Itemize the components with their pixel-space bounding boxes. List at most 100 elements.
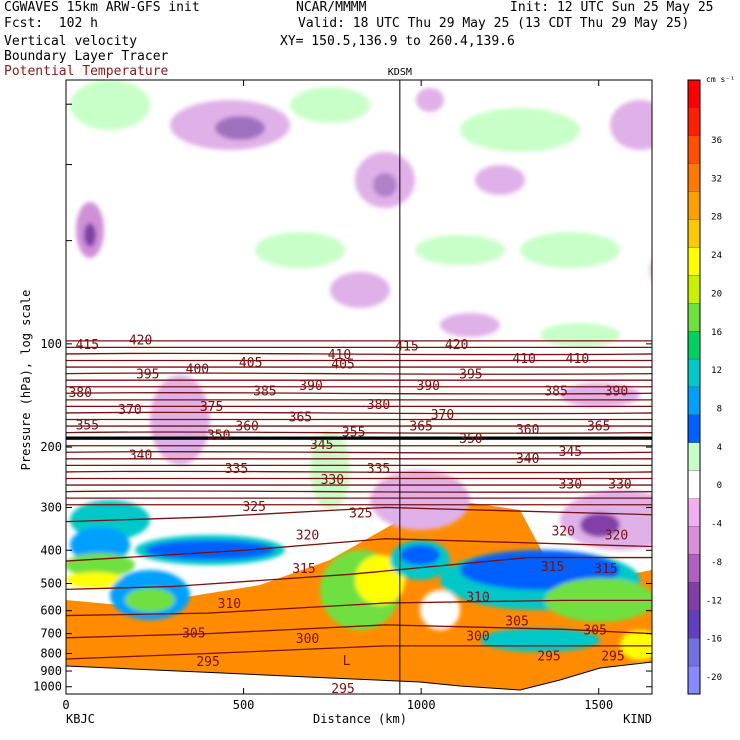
y-tick-label: 600 — [40, 604, 62, 618]
colorbar-level-label: 8 — [717, 405, 722, 415]
theta-label: 355 — [342, 425, 365, 440]
colorbar-level-label: 36 — [711, 136, 722, 146]
theta-label: 390 — [299, 379, 322, 394]
valid-time: Valid: 18 UTC Thu 29 May 25 (13 CDT Thu … — [298, 16, 690, 31]
isentrope — [66, 624, 652, 639]
theta-label: 395 — [136, 367, 159, 382]
x-tick-label: 1500 — [584, 698, 613, 712]
isentrope — [66, 484, 652, 487]
colorbar-level-label: 12 — [711, 366, 722, 376]
theta-label: 315 — [292, 562, 315, 577]
org-label: NCAR/MMMM — [296, 0, 367, 15]
colorbar-swatch — [687, 247, 701, 276]
colorbar-swatch — [687, 358, 701, 388]
isentrope — [66, 391, 652, 395]
colorbar-swatch — [687, 498, 701, 527]
theta-label: 420 — [445, 338, 468, 353]
theta-label: 330 — [321, 473, 344, 488]
colorbar-level-label: 28 — [711, 213, 722, 223]
colorbar-swatch — [687, 331, 701, 360]
field-potential-temperature: Potential Temperature — [4, 64, 169, 79]
field-boundary-layer-tracer: Boundary Layer Tracer — [4, 49, 169, 64]
theta-label: 375 — [200, 400, 223, 415]
forecast-hour: Fcst: 102 h — [4, 16, 98, 31]
theta-label: 320 — [551, 524, 574, 539]
theta-label: 370 — [431, 408, 454, 423]
colorbar-swatch — [687, 582, 701, 611]
theta-label: 415 — [76, 338, 99, 353]
theta-label: 365 — [289, 411, 312, 426]
theta-label: 360 — [516, 423, 539, 438]
theta-label: 405 — [239, 356, 262, 371]
terrain — [66, 661, 652, 694]
theta-label: 310 — [466, 590, 489, 605]
y-tick-label: 1000 — [33, 680, 62, 694]
theta-label: 310 — [218, 597, 241, 612]
theta-label: 380 — [68, 386, 91, 401]
theta-label: 320 — [605, 529, 628, 544]
isentrope — [66, 425, 652, 428]
x-tick-label: 1000 — [407, 698, 436, 712]
colorbar-level-label: 24 — [711, 251, 722, 261]
plot-frame — [65, 79, 653, 695]
colorbar-swatch — [687, 386, 701, 416]
isentrope — [66, 444, 652, 447]
theta-label: 400 — [186, 363, 209, 378]
theta-label: 330 — [559, 477, 582, 492]
theta-label: 305 — [182, 627, 205, 642]
colorbar-level-label: 20 — [711, 289, 722, 299]
theta-label: 420 — [129, 333, 152, 348]
x-left-endpoint: KBJC — [66, 712, 95, 726]
theta-label: 335 — [367, 462, 390, 477]
theta-label: 340 — [129, 448, 152, 463]
colorbar-swatch — [687, 526, 701, 555]
y-tick-label: 500 — [40, 577, 62, 591]
theta-label: 335 — [225, 462, 248, 477]
isentrope — [66, 599, 652, 617]
colorbar-level-label: -16 — [706, 635, 722, 645]
colorbar-swatch — [687, 219, 701, 248]
annotation-label: L — [343, 654, 351, 669]
theta-label: 410 — [328, 348, 351, 363]
colorbar-level-label: -20 — [706, 673, 722, 683]
x-right-endpoint: KIND — [623, 712, 652, 726]
y-axis: 100 200 300 400 500 600 700 800 900 1000 — [33, 103, 652, 694]
colorbar-swatch — [687, 638, 701, 667]
isentrope — [66, 431, 652, 434]
theta-label: 385 — [544, 385, 567, 400]
y-tick-label: 100 — [40, 337, 62, 351]
theta-label: 295 — [537, 649, 560, 664]
isentrope — [66, 464, 652, 467]
isentrope — [66, 352, 652, 356]
theta-label: 415 — [395, 339, 418, 354]
x-axis-label: Distance (km) — [313, 712, 407, 726]
colorbar-level-label: 4 — [717, 443, 722, 453]
theta-label: 330 — [608, 477, 631, 492]
isentrope — [66, 506, 652, 523]
station-marker-label: KDSM — [388, 67, 412, 78]
theta-label: 380 — [367, 398, 390, 413]
isentrope — [66, 405, 652, 408]
colorbar-swatch — [687, 107, 701, 136]
isentrope — [66, 645, 652, 660]
theta-label: 390 — [605, 385, 628, 400]
colorbar-level-label: 32 — [711, 174, 722, 184]
theta-label: 365 — [587, 419, 610, 434]
theta-label: 315 — [594, 562, 617, 577]
x-axis: 0 500 1000 1500 — [62, 80, 613, 712]
y-tick-label: 800 — [40, 647, 62, 661]
isentrope — [66, 538, 652, 562]
colorbar-unit: cm s⁻¹ — [706, 75, 735, 84]
theta-label: 300 — [296, 632, 319, 647]
theta-label: 295 — [601, 649, 624, 664]
colorbar: 36 32 28 24 20 16 12 8 4 0 -4 -8 -12 -16 -20 — [687, 79, 722, 695]
theta-label: 360 — [235, 419, 258, 434]
colorbar-swatch — [687, 135, 701, 164]
colorbar-swatch — [687, 610, 701, 639]
colorbar-swatch — [687, 470, 701, 499]
colorbar-level-label: 16 — [711, 328, 722, 338]
y-tick-label: 400 — [40, 543, 62, 557]
y-tick-label: 300 — [40, 500, 62, 514]
isentrope — [66, 470, 652, 474]
colorbar-swatch — [687, 414, 701, 443]
